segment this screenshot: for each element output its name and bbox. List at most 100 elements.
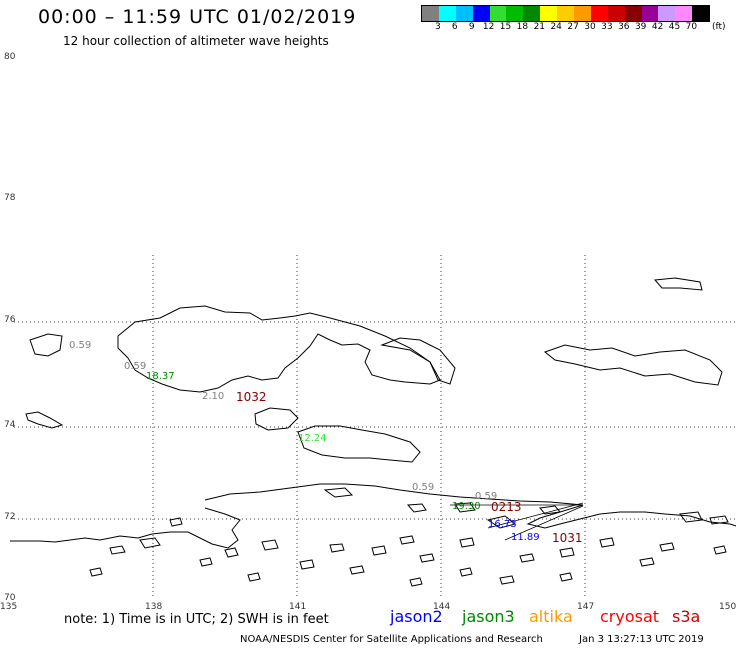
annotation-value: 11.89 [511, 532, 540, 543]
lake-29 [247, 572, 261, 582]
lat-label-76: 76 [4, 315, 16, 325]
satellite-label-altika: altika [529, 607, 573, 626]
legend-swatch [438, 6, 456, 21]
annotation-value: 16.73 [488, 519, 517, 530]
legend-tick-label: 30 [584, 22, 596, 32]
legend-tick-label: 24 [550, 22, 562, 32]
annotation-value: 0213 [491, 500, 522, 514]
legend-swatch [624, 6, 642, 21]
legend-swatch [489, 6, 507, 21]
lat-label-80: 80 [4, 52, 16, 62]
lake-23 [499, 575, 515, 585]
lake-1 [169, 517, 183, 527]
lake-11 [329, 543, 345, 553]
lake-22 [459, 567, 473, 577]
legend-tick-label: 70 [685, 22, 698, 32]
lon-label-141: 141 [289, 602, 307, 612]
lake-20 [299, 559, 315, 570]
lake-13 [399, 535, 415, 545]
altimeter-tracks [450, 502, 584, 541]
lat-label-72: 72 [4, 512, 16, 522]
credit-line: NOAA/NESDIS Center for Satellite Applica… [240, 634, 543, 645]
legend-tick-label: 39 [634, 22, 647, 32]
legend-tick-labels: 3 6 9 12 15 18 21 24 27 30 33 36 39 42 45 70 [421, 22, 721, 34]
annotation-value: 1031 [552, 531, 583, 545]
lake-27 [659, 542, 675, 552]
island-bolshoy-lyakhovsky [297, 425, 421, 463]
legend-tick-label: 18 [516, 22, 529, 32]
legend-tick-label: 21 [533, 22, 546, 32]
lake-10 [261, 539, 279, 551]
legend-swatch [557, 6, 575, 21]
annotation-value: 1032 [236, 390, 267, 404]
lake-28 [713, 545, 727, 555]
lake-17 [559, 547, 575, 558]
lon-label-147: 147 [577, 602, 595, 612]
lake-30 [409, 577, 423, 587]
island-faddeyevsky-east [380, 337, 456, 385]
legend-swatch [540, 6, 558, 21]
lake-5 [679, 511, 703, 523]
annotation-value: 0.59 [69, 340, 92, 351]
annotation-value: 2.10 [202, 391, 225, 402]
lake-2 [454, 502, 476, 513]
lake-19 [639, 557, 655, 567]
lake-9 [224, 547, 239, 558]
legend-swatch [472, 6, 490, 21]
legend-swatch [523, 6, 541, 21]
island-new-siberia [543, 344, 723, 386]
lake-24 [199, 557, 213, 567]
lat-label-78: 78 [4, 193, 16, 203]
lake-12 [371, 545, 387, 556]
map-title: 00:00 – 11:59 UTC 01/02/2019 [38, 6, 357, 28]
legend-tick-label: 12 [482, 22, 495, 32]
island-stolbovoy [29, 333, 63, 357]
legend-tick-label: 6 [451, 22, 458, 32]
wave-height-color-legend [421, 5, 711, 22]
lake-21 [349, 565, 365, 575]
annotation-value: 12.24 [298, 433, 327, 444]
coastlines [10, 277, 737, 587]
island-maly-lyakhovsky [254, 407, 299, 431]
lon-label-144: 144 [433, 602, 451, 612]
legend-swatch [574, 6, 591, 21]
map-subtitle: 12 hour collection of altimeter wave hei… [63, 34, 329, 48]
annotation-value: 0.59 [475, 491, 498, 502]
legend-tick-label: 45 [668, 22, 681, 32]
annotation-value: 0.59 [412, 482, 435, 493]
satellite-label-cryosat: cryosat [600, 607, 660, 626]
lake-16 [519, 553, 535, 563]
annotation-value: 0.59 [124, 361, 147, 372]
mainland-coast-west [10, 507, 241, 549]
legend-tick-label: 15 [499, 22, 512, 32]
lake-7 [139, 537, 161, 549]
legend-tick-label: 27 [567, 22, 579, 32]
legend-tick-label: 9 [468, 22, 475, 32]
lake-3 [486, 515, 517, 529]
legend-swatch [506, 6, 524, 21]
legend-unit: (ft) [712, 22, 726, 32]
legend-swatch [641, 6, 659, 21]
mainland-coast [204, 483, 737, 529]
footer-note: note: 1) Time is in UTC; 2) SWH is in fe… [64, 612, 329, 627]
annotation-value: 19.30 [452, 501, 481, 512]
island-belkovsky [25, 411, 64, 429]
legend-swatch [455, 6, 473, 21]
lon-label-135: 135 [0, 602, 18, 612]
legend-swatch [590, 6, 608, 21]
annotation-value: 18.37 [146, 371, 175, 382]
legend-swatch [658, 6, 676, 21]
legend-swatch [675, 6, 693, 21]
legend-tick-label: 3 [435, 22, 441, 32]
lake-14 [419, 553, 435, 563]
legend-swatch [607, 6, 625, 21]
lon-label-150: 150 [719, 602, 737, 612]
lon-label-138: 138 [145, 602, 163, 612]
lake-18 [599, 537, 615, 548]
lake-8 [109, 545, 126, 555]
generation-timestamp: Jan 3 13:27:13 UTC 2019 [579, 634, 704, 645]
satellite-label-jason2: jason2 [390, 607, 443, 626]
satellite-label-jason3: jason3 [462, 607, 515, 626]
lake-15 [459, 537, 475, 548]
